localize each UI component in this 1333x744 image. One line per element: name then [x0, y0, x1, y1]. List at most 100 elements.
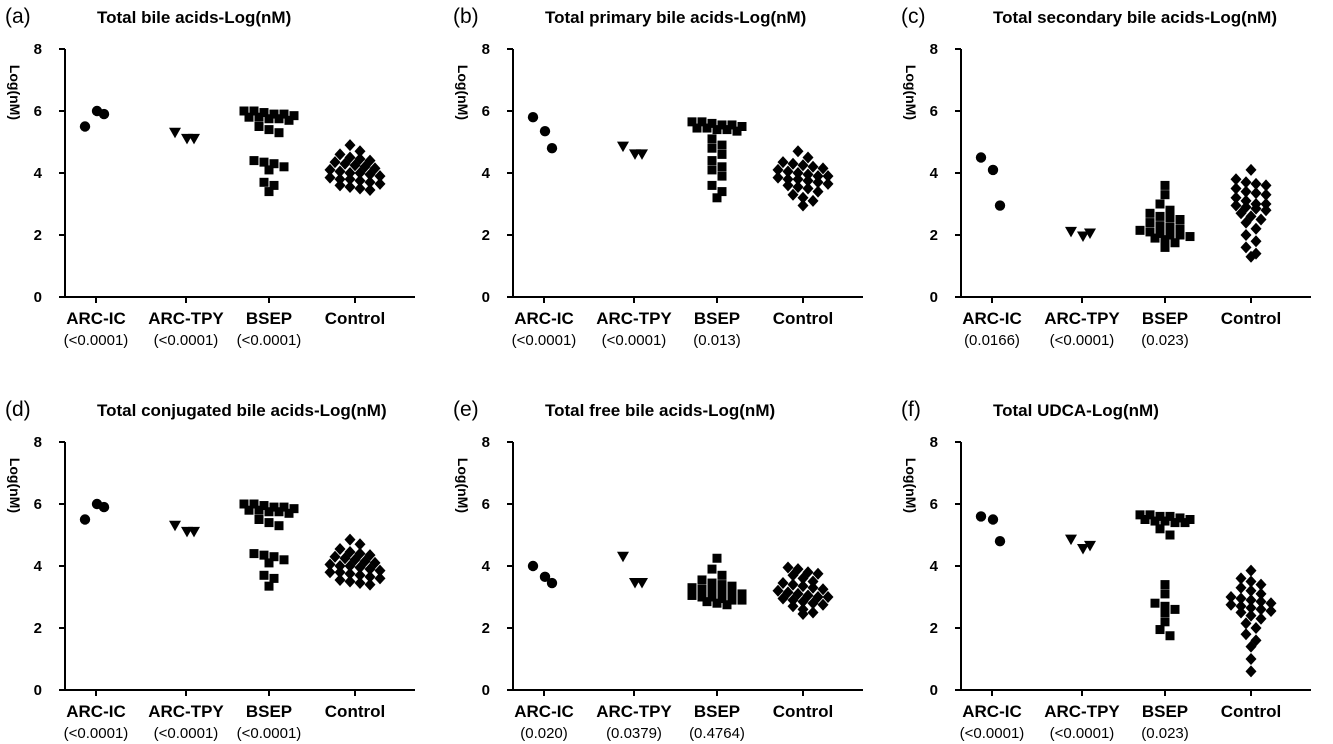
- category-label: BSEP: [246, 702, 292, 721]
- y-tick-label: 4: [930, 165, 939, 182]
- p-value-label: (0.013): [693, 332, 741, 349]
- point-3: [334, 173, 346, 186]
- y-tick-label: 4: [34, 165, 43, 182]
- point-3: [354, 538, 366, 551]
- point-3: [802, 182, 814, 195]
- point-2: [259, 108, 269, 118]
- point-3: [364, 570, 376, 583]
- panel-1: (b) Total primary bile acids-Log(nM) 0 2 4 6 8…: [453, 5, 863, 349]
- panel-title: Total conjugated bile acids-Log(nM): [97, 401, 387, 420]
- point-2: [1160, 235, 1170, 245]
- point-2: [249, 549, 259, 559]
- point-2: [1165, 205, 1175, 215]
- point-3: [344, 139, 356, 152]
- point-3: [374, 177, 386, 190]
- y-axis-label: Log(nM): [903, 458, 919, 513]
- point-2: [269, 573, 279, 583]
- point-2: [707, 578, 717, 588]
- point-3: [1255, 578, 1267, 591]
- point-3: [822, 170, 834, 183]
- y-tick-label: 0: [34, 682, 42, 699]
- y-tick-label: 8: [930, 41, 938, 58]
- point-2: [1135, 510, 1145, 520]
- panel-title: Total UDCA-Log(nM): [993, 401, 1159, 420]
- point-3: [1230, 182, 1242, 195]
- point-2: [717, 570, 727, 580]
- y-tick-label: 6: [482, 103, 490, 120]
- point-2: [722, 125, 732, 135]
- point-3: [324, 171, 336, 184]
- point-0: [527, 112, 539, 123]
- point-3: [772, 584, 784, 597]
- point-3: [324, 566, 336, 579]
- category-label: Control: [773, 702, 833, 721]
- point-0: [539, 571, 551, 583]
- point-1: [636, 149, 648, 160]
- point-2: [254, 122, 264, 131]
- point-3: [1240, 241, 1252, 254]
- point-2: [269, 109, 279, 119]
- point-3: [1235, 606, 1247, 619]
- point-2: [254, 505, 264, 515]
- point-2: [1160, 589, 1170, 599]
- point-3: [324, 558, 336, 571]
- point-3: [797, 159, 809, 172]
- point-2: [239, 499, 249, 509]
- point-3: [1240, 185, 1252, 198]
- point-2: [264, 518, 274, 528]
- panel-title: Total secondary bile acids-Log(nM): [993, 8, 1277, 27]
- point-3: [334, 148, 346, 161]
- category-label: ARC-IC: [514, 309, 574, 328]
- point-3: [792, 167, 804, 179]
- point-2: [717, 171, 727, 181]
- y-tick-label: 2: [482, 227, 490, 244]
- point-3: [1250, 177, 1262, 190]
- point-2: [1160, 608, 1170, 617]
- point-2: [1180, 518, 1190, 528]
- point-3: [1225, 598, 1237, 611]
- point-3: [772, 163, 784, 176]
- point-1: [188, 133, 200, 145]
- category-label: Control: [1221, 702, 1281, 721]
- point-3: [374, 572, 386, 585]
- point-2: [1145, 208, 1155, 218]
- point-2: [1165, 530, 1175, 540]
- point-2: [687, 583, 697, 593]
- y-tick-label: 4: [930, 558, 939, 575]
- category-label: BSEP: [694, 309, 740, 328]
- point-1: [617, 141, 629, 153]
- y-tick-label: 2: [930, 620, 938, 637]
- p-value-label: (<0.0001): [1050, 332, 1115, 349]
- point-3: [354, 577, 366, 590]
- point-2: [254, 515, 264, 524]
- point-2: [1185, 515, 1195, 524]
- point-1: [188, 526, 200, 538]
- point-2: [737, 595, 747, 605]
- point-3: [344, 533, 356, 546]
- category-label: ARC-TPY: [1044, 702, 1120, 721]
- point-3: [802, 174, 814, 187]
- point-3: [1235, 592, 1247, 605]
- category-label: ARC-TPY: [148, 702, 224, 721]
- p-value-label: (<0.0001): [154, 332, 219, 349]
- category-label: ARC-TPY: [596, 309, 672, 328]
- point-2: [269, 159, 279, 169]
- point-3: [1245, 250, 1257, 263]
- point-3: [354, 561, 366, 574]
- point-3: [364, 168, 376, 181]
- point-3: [364, 549, 376, 562]
- panel-letter: (b): [453, 5, 479, 28]
- point-3: [797, 191, 809, 204]
- point-2: [1165, 511, 1175, 521]
- point-2: [717, 162, 727, 172]
- point-0: [79, 514, 91, 525]
- point-2: [244, 112, 254, 122]
- point-0: [539, 125, 551, 137]
- point-3: [339, 157, 351, 170]
- y-tick-label: 8: [482, 41, 490, 58]
- point-2: [722, 600, 732, 610]
- point-2: [1150, 516, 1160, 526]
- point-2: [259, 177, 269, 187]
- point-3: [1245, 594, 1257, 607]
- point-1: [1077, 543, 1089, 555]
